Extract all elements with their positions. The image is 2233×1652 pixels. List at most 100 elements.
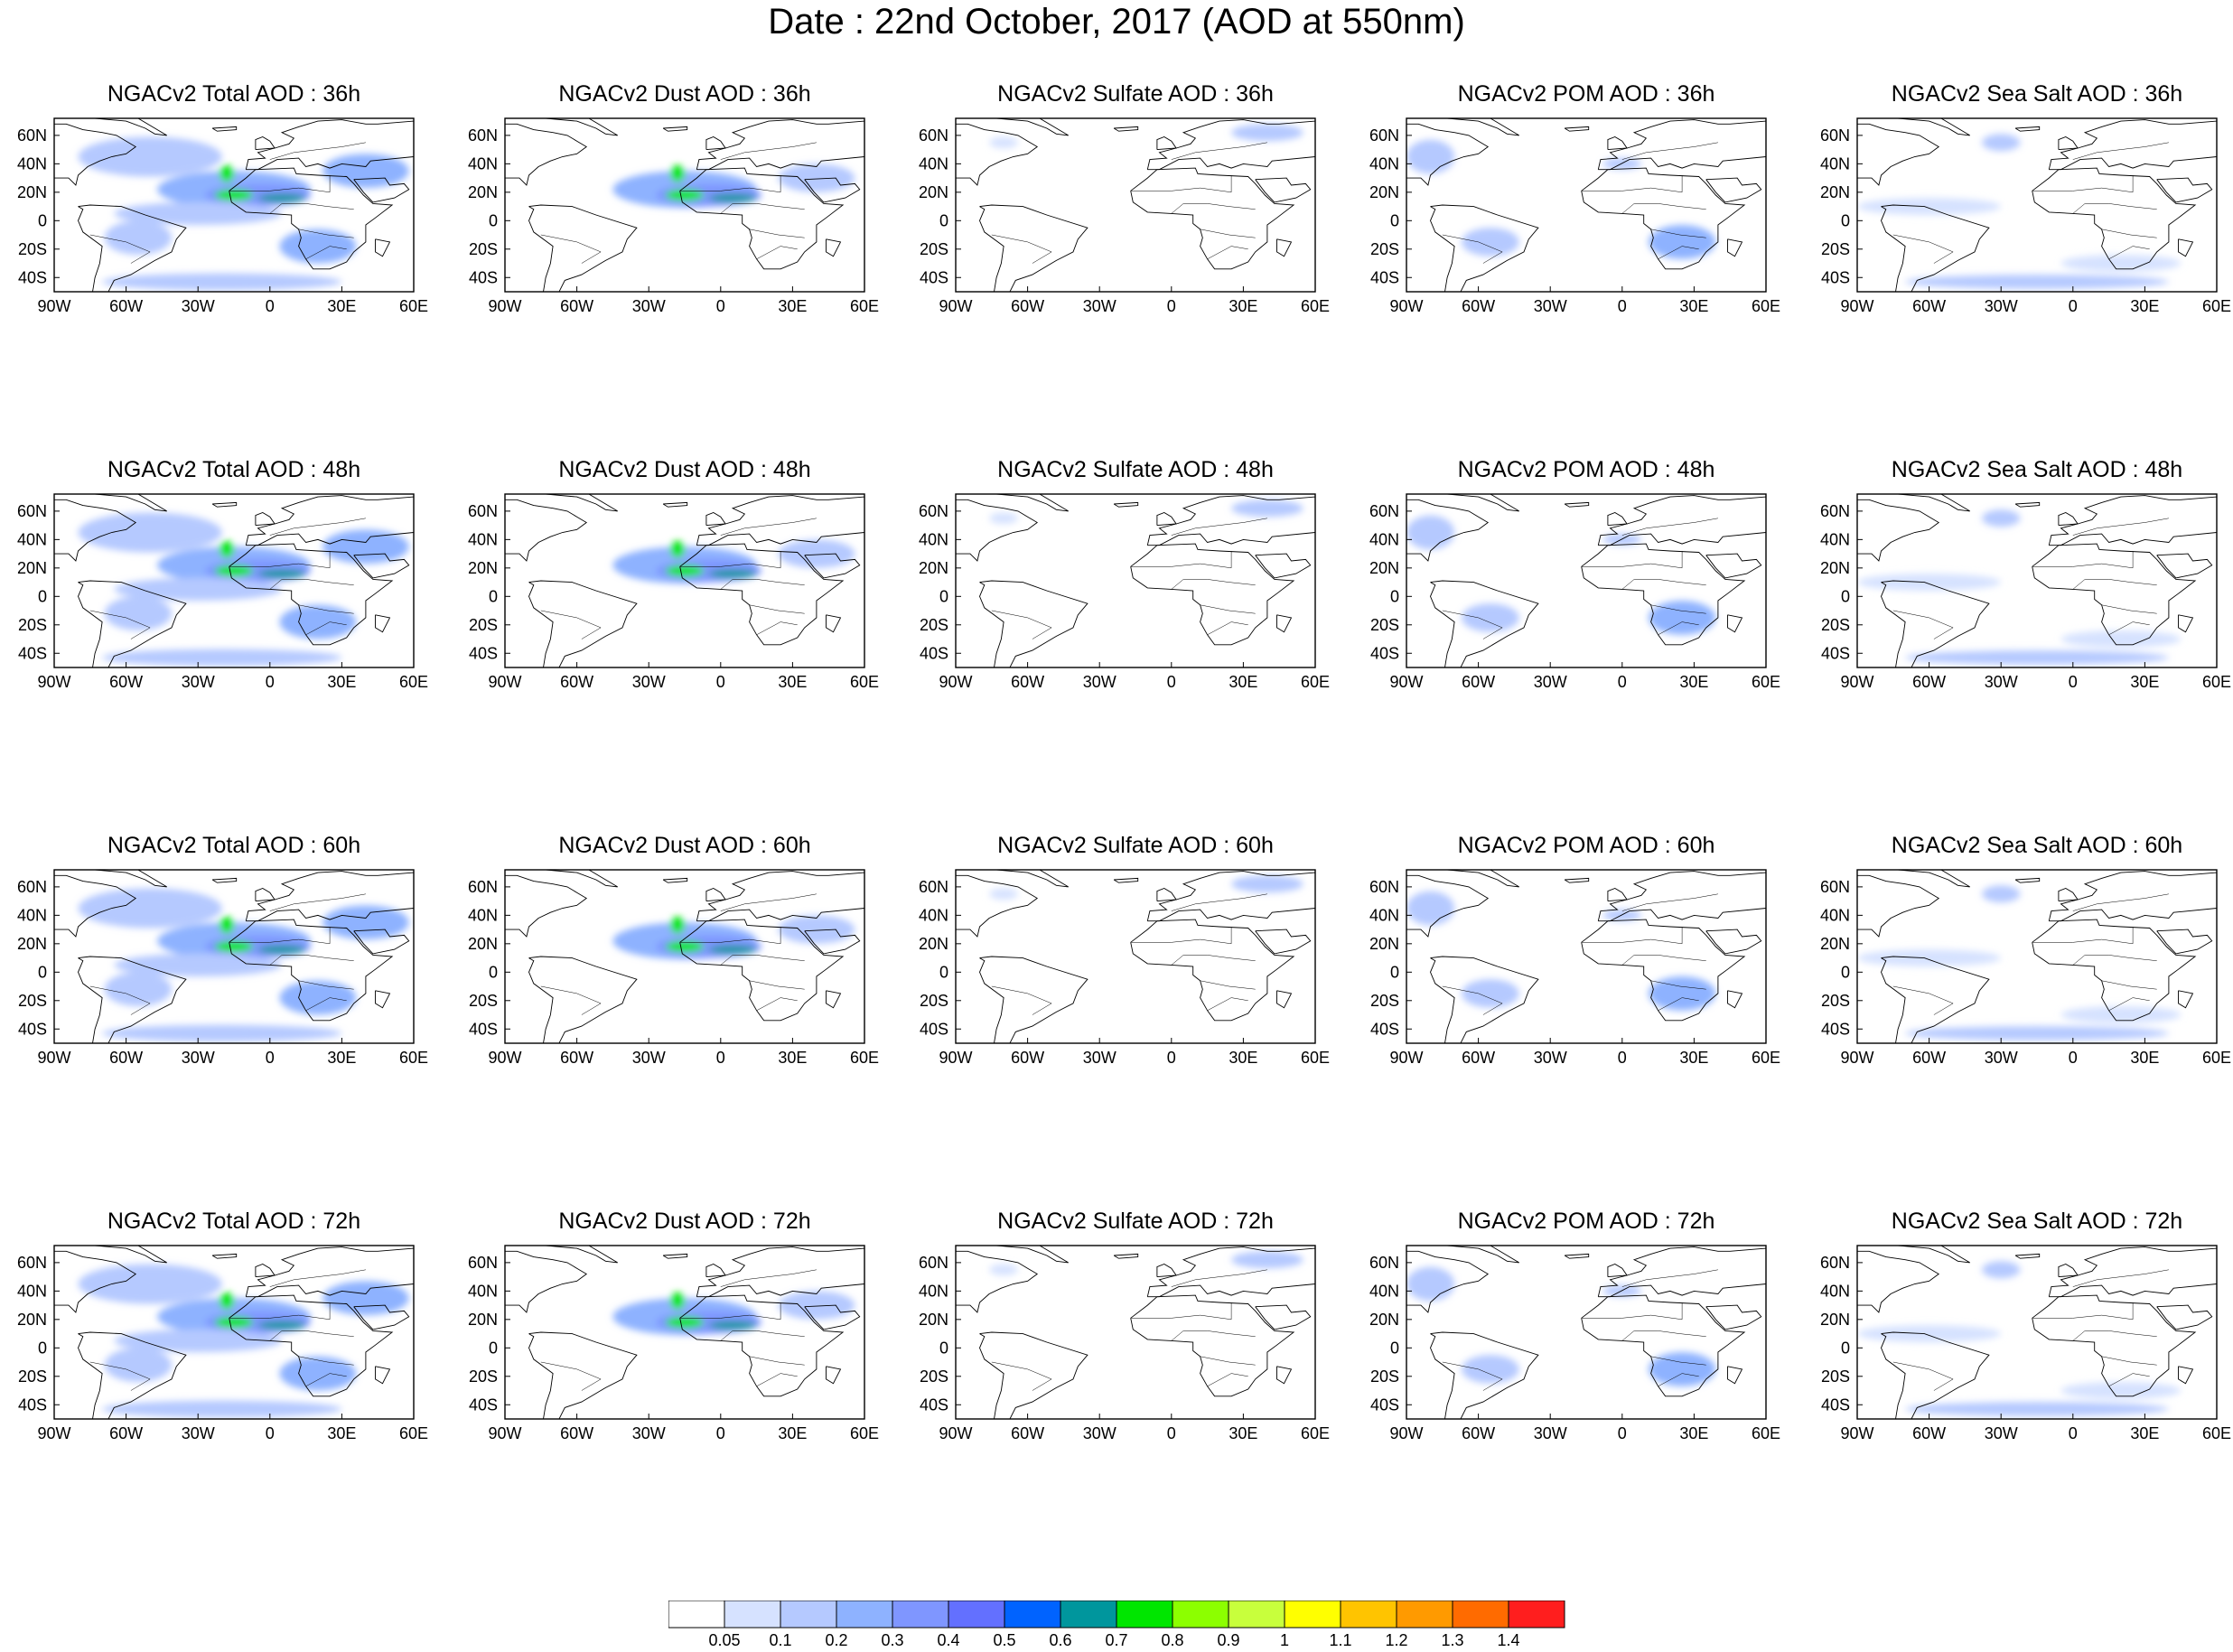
coastline-africa [1130, 1294, 1295, 1397]
colorbar-box [948, 1601, 1005, 1629]
coastline-arabia [1255, 553, 1312, 579]
lat-tick-label: 20S [1370, 992, 1399, 1010]
map-panel-seasalt-48h: 90W 60W 30W 0 30E 60E 60N 40N 20N 0 20S 40S [1820, 493, 2231, 691]
country-borders [1442, 518, 1718, 639]
country-borders [991, 142, 1267, 264]
aod-shade [257, 193, 306, 202]
coastlines [1406, 118, 1766, 292]
border-line [229, 927, 331, 945]
border-line [1892, 985, 1954, 1015]
coastline-greenland [996, 870, 1069, 888]
border-line [720, 142, 817, 160]
lat-tick-label: 20N [919, 935, 948, 953]
lat-tick-label: 20S [469, 1367, 498, 1386]
lon-tick-label: 90W [1840, 1424, 1873, 1442]
border-line [991, 234, 1052, 264]
border-line [305, 997, 347, 1012]
lat-tick-label: 60N [468, 878, 498, 896]
border-line [1207, 621, 1248, 636]
lon-tick-label: 30E [778, 1424, 807, 1442]
aod-shade [708, 193, 757, 202]
colorbar-box [1060, 1601, 1117, 1629]
coastline-south-america [979, 956, 1088, 1043]
coastline-greenland [546, 494, 618, 512]
map-panel-total-48h: 90W 60W 30W 0 30E 60E 60N 40N 20N 0 20S 40S [17, 493, 428, 691]
coastline-arabia [804, 1304, 861, 1330]
border-line [720, 1330, 805, 1341]
coastline-madagascar [826, 238, 842, 257]
lat-tick-label: 60N [1369, 878, 1399, 896]
border-line [1200, 1356, 1256, 1366]
map-frame [504, 869, 865, 1044]
map-panel-sulfate-48h: 90W 60W 30W 0 30E 60E 60N 40N 20N 0 20S 40S [919, 493, 1330, 691]
lon-tick-label: 60W [109, 1049, 143, 1067]
lat-tick-label: 60N [17, 878, 47, 896]
lat-tick-label: 40S [18, 644, 47, 662]
coastline-north-america [956, 1250, 1039, 1313]
border-line [1621, 518, 1718, 536]
map-background [1406, 494, 1766, 667]
lat-tick-label: 60N [17, 502, 47, 520]
aod-shade [214, 1316, 254, 1329]
map-panel-seasalt-36h: 90W 60W 30W 0 30E 60E 60N 40N 20N 0 20S 40S [1820, 117, 2231, 315]
border-line [2072, 579, 2157, 590]
lon-tick-label: 60E [2202, 673, 2231, 691]
border-line [1207, 997, 1248, 1012]
border-line [1171, 893, 1267, 911]
border-line [1442, 1361, 1503, 1391]
map-frame [53, 493, 415, 668]
lat-tick-label: 20N [468, 559, 498, 577]
map-frame [1856, 869, 2218, 1044]
colorbar-box [1396, 1601, 1453, 1629]
lon-tick-label: 60E [850, 673, 879, 691]
lat-tick-label: 20N [1369, 1311, 1399, 1329]
coastline-arabia [2156, 553, 2213, 579]
lat-tick-label: 20S [920, 240, 948, 258]
border-line [2108, 1373, 2150, 1387]
border-line [269, 203, 354, 214]
border-line [1658, 621, 1699, 636]
border-line [720, 1269, 817, 1287]
lat-tick-label: 60N [919, 878, 948, 896]
coastline-iceland [1564, 1253, 1590, 1259]
country-borders [1892, 518, 2169, 639]
coastline-great-britain [255, 888, 276, 902]
map-frame [1406, 869, 1767, 1044]
lat-tick-label: 20N [1820, 183, 1850, 201]
lon-tick-label: 0 [2069, 297, 2078, 315]
lon-tick-label: 30W [1083, 297, 1116, 315]
aod-shade [102, 1400, 342, 1418]
aod-shade [322, 905, 409, 940]
aod-shade [322, 154, 409, 189]
lon-tick-label: 60E [850, 1424, 879, 1442]
lat-tick-label: 20S [1821, 616, 1850, 634]
aod-shade [214, 940, 254, 953]
panel-title: NGACv2 Sulfate AOD : 48h [997, 457, 1274, 482]
coastline-great-britain [1607, 888, 1628, 902]
coastline-arabia [1255, 177, 1312, 203]
colorbar-label: 0.2 [825, 1631, 847, 1649]
lon-tick-label: 30E [778, 673, 807, 691]
border-line [305, 246, 347, 260]
border-line [298, 980, 354, 990]
lon-tick-label: 90W [488, 673, 521, 691]
aod-shade [1857, 198, 2002, 216]
lon-tick-label: 30E [1679, 1049, 1708, 1067]
lon-tick-label: 60E [399, 1049, 428, 1067]
lon-tick-label: 60E [850, 1049, 879, 1067]
lat-tick-label: 40S [1821, 1395, 1850, 1414]
lon-tick-label: 60E [1752, 1424, 1780, 1442]
lon-tick-label: 90W [1840, 1049, 1873, 1067]
border-line [2072, 1269, 2169, 1287]
border-line [1171, 203, 1256, 214]
aod-shade [322, 1281, 409, 1316]
coastline-great-britain [2058, 888, 2079, 902]
border-line [749, 229, 805, 238]
border-line [1171, 1330, 1256, 1341]
coastline-north-america [956, 499, 1039, 562]
coastline-madagascar [375, 1366, 391, 1385]
lat-tick-label: 60N [1820, 502, 1850, 520]
aod-shade [989, 512, 1018, 525]
border-line [1171, 142, 1267, 160]
aod-shade [1462, 979, 1519, 1008]
